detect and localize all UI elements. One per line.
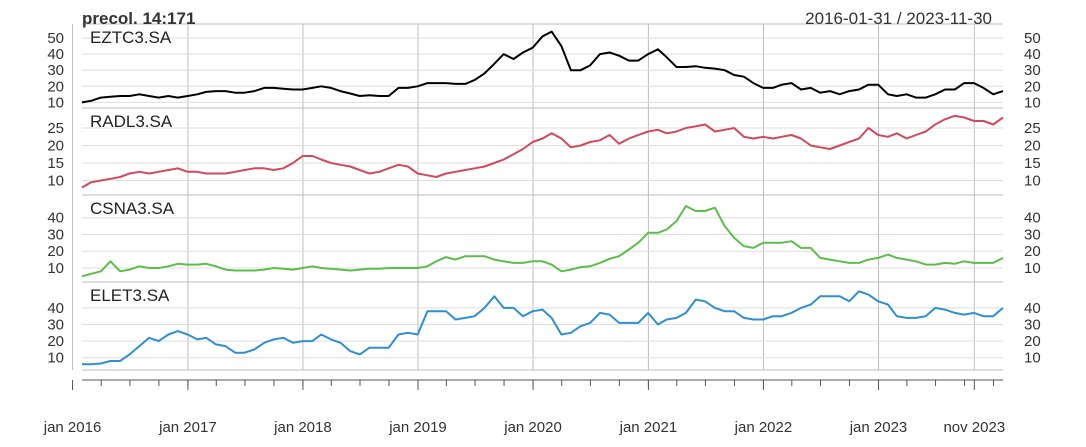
panel-series-label: ELET3.SA (90, 286, 170, 305)
grid-layer (72, 23, 1003, 371)
y-tick-label-left: 20 (47, 78, 64, 95)
x-tick-label: jan 2021 (619, 419, 678, 436)
y-tick-label-left: 20 (47, 333, 64, 350)
y-tick-label-right: 20 (1024, 333, 1041, 350)
x-tick-label: jan 2018 (273, 419, 332, 436)
series-line-eztc3-sa (81, 30, 1004, 104)
x-axis: jan 2016 jan 2017 jan 2018 jan 2019 jan 2020… (43, 379, 1005, 436)
y-tick-label-right: 20 (1024, 78, 1041, 95)
chart-header-date-range: 2016-01-31 / 2023-11-30 (805, 9, 992, 28)
x-tick-label: jan 2023 (849, 419, 908, 436)
y-tick-label-left: 30 (47, 226, 64, 243)
y-tick-label-left: 40 (47, 210, 64, 227)
y-tick-label-right: 10 (1024, 260, 1041, 277)
y-tick-label-right: 20 (1024, 243, 1041, 260)
y-tick-label-right: 30 (1024, 226, 1041, 243)
y-tick-label-left: 10 (47, 350, 64, 367)
y-tick-label-left: 30 (47, 62, 64, 79)
y-tick-label-right: 40 (1024, 300, 1041, 317)
panel-series-label: EZTC3.SA (90, 28, 172, 47)
y-tick-label-right: 10 (1024, 173, 1041, 190)
series-line-elet3-sa (82, 290, 1004, 366)
y-tick-label-left: 10 (47, 260, 64, 277)
panel-series-label: CSNA3.SA (90, 199, 175, 218)
series-line-radl3-sa (81, 114, 1004, 189)
y-tick-label-left: 20 (47, 243, 64, 260)
y-tick-label-left: 15 (47, 155, 64, 172)
y-tick-label-right: 30 (1024, 62, 1041, 79)
y-tick-label-left: 40 (47, 300, 64, 317)
y-tick-label-right: 40 (1024, 210, 1041, 227)
y-tick-label-left: 20 (47, 138, 64, 155)
y-tick-label-left: 40 (47, 46, 64, 63)
y-tick-label-right: 15 (1024, 155, 1041, 172)
x-tick-label: nov 2023 (943, 419, 1005, 436)
y-tick-label-left: 30 (47, 317, 64, 334)
x-tick-label: jan 2016 (43, 419, 102, 436)
y-tick-label-right: 10 (1024, 350, 1041, 367)
y-tick-label-right: 20 (1024, 138, 1041, 155)
series-line-csna3-sa (81, 205, 1004, 278)
y-tick-label-left: 10 (47, 173, 64, 190)
y-tick-label-right: 10 (1024, 94, 1041, 111)
y-tick-label-left: 50 (47, 30, 64, 47)
y-tick-label-left: 10 (47, 94, 64, 111)
x-tick-label: jan 2019 (388, 419, 447, 436)
x-tick-label: jan 2020 (503, 419, 562, 436)
y-tick-label-right: 25 (1024, 120, 1041, 137)
x-tick-label: jan 2017 (158, 419, 217, 436)
chart-header-left: precol. 14:171 (82, 9, 195, 28)
panel-series-label: RADL3.SA (90, 112, 173, 131)
y-tick-label-left: 25 (47, 120, 64, 137)
y-tick-label-right: 40 (1024, 46, 1041, 63)
y-tick-label-right: 50 (1024, 30, 1041, 47)
x-tick-label: jan 2022 (734, 419, 793, 436)
y-tick-label-right: 30 (1024, 317, 1041, 334)
